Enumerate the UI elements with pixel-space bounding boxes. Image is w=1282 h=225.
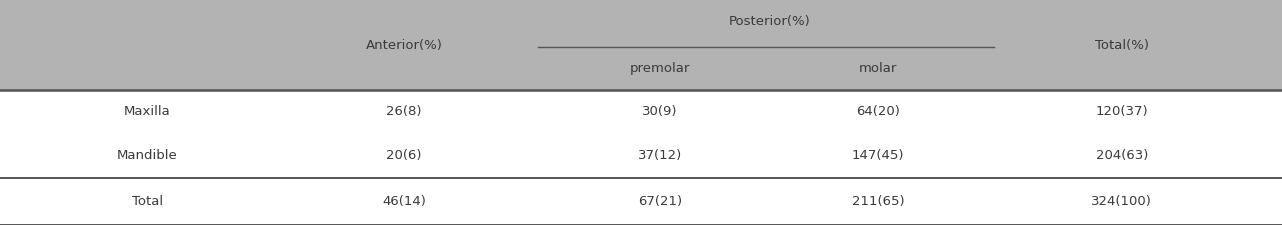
Text: 46(14): 46(14) [382, 195, 426, 208]
Text: 64(20): 64(20) [856, 106, 900, 118]
Text: 67(21): 67(21) [638, 195, 682, 208]
Text: 204(63): 204(63) [1096, 149, 1147, 162]
Text: Anterior(%): Anterior(%) [365, 38, 442, 52]
Text: 20(6): 20(6) [386, 149, 422, 162]
Text: 26(8): 26(8) [386, 106, 422, 118]
Text: 147(45): 147(45) [853, 149, 904, 162]
Text: Posterior(%): Posterior(%) [728, 15, 810, 28]
Text: 37(12): 37(12) [638, 149, 682, 162]
Text: Total: Total [132, 195, 163, 208]
Text: 120(37): 120(37) [1095, 106, 1149, 118]
Text: Maxilla: Maxilla [124, 106, 171, 118]
Text: 211(65): 211(65) [851, 195, 905, 208]
Text: Total(%): Total(%) [1095, 38, 1149, 52]
Bar [0, 0, 1282, 90]
Text: molar: molar [859, 62, 897, 75]
Text: 324(100): 324(100) [1091, 195, 1153, 208]
Text: Mandible: Mandible [117, 149, 178, 162]
Text: 30(9): 30(9) [642, 106, 678, 118]
Text: premolar: premolar [629, 62, 691, 75]
